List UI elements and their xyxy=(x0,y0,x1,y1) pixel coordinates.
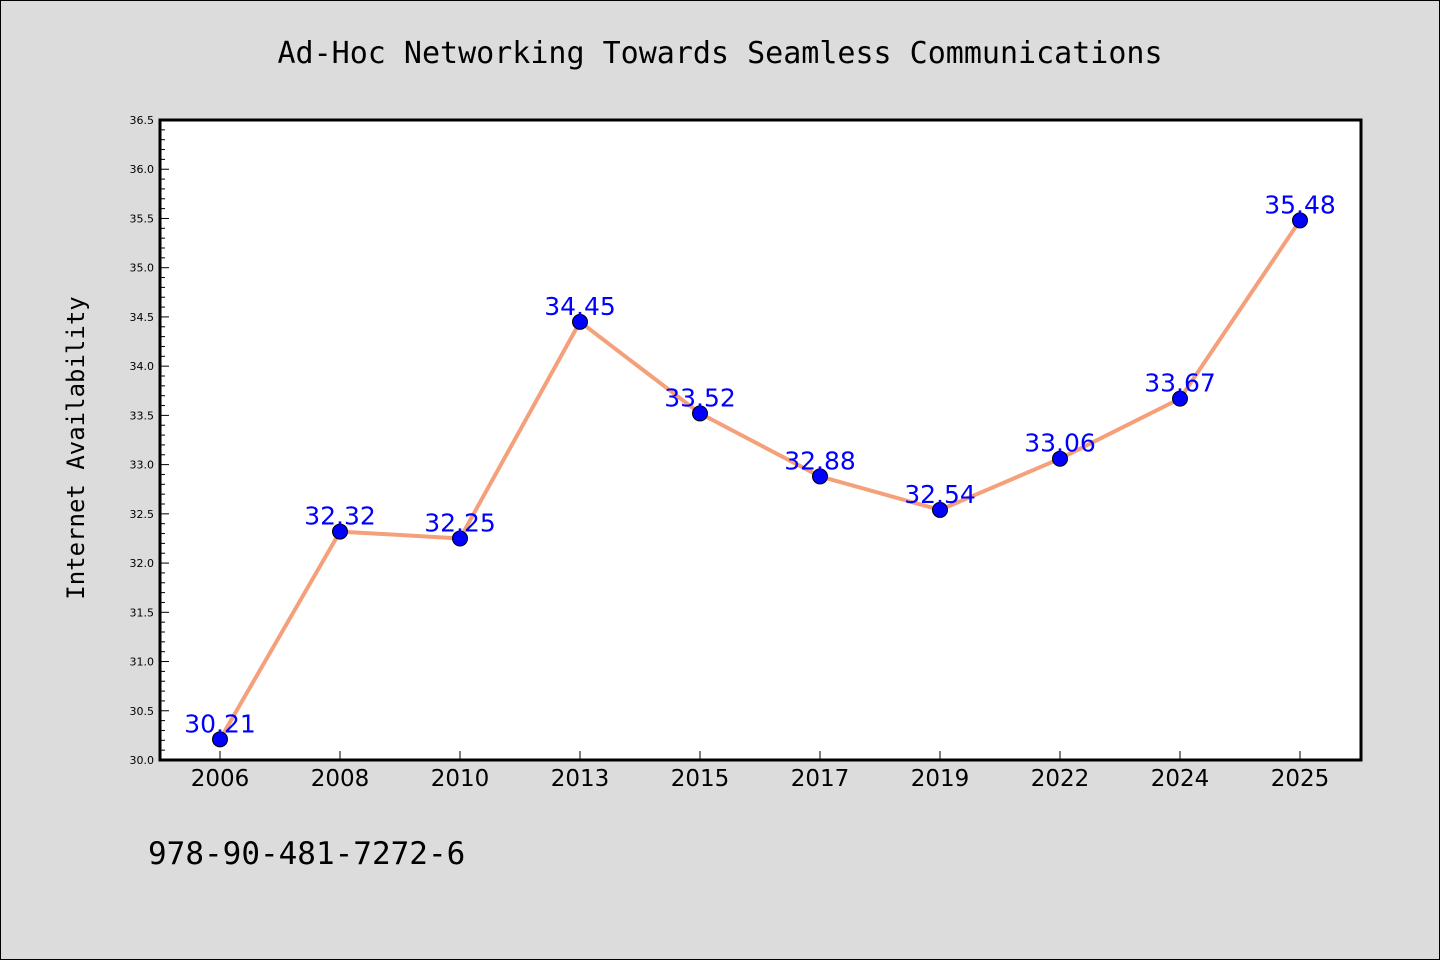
y-tick-label: 36.5 xyxy=(130,114,155,127)
y-tick-label: 33.0 xyxy=(130,459,155,472)
y-tick-label: 36.0 xyxy=(130,163,155,176)
data-value-label: 33.52 xyxy=(664,383,736,412)
x-tick-label: 2025 xyxy=(1271,766,1330,792)
x-tick-label: 2019 xyxy=(911,766,970,792)
data-point-marker xyxy=(212,731,228,748)
x-tick-label: 2017 xyxy=(791,766,850,792)
plot-border xyxy=(158,118,1363,762)
data-value-label: 30.21 xyxy=(184,709,256,738)
y-tick-label: 30.5 xyxy=(130,705,155,718)
data-value-label: 34.45 xyxy=(544,292,616,321)
data-value-label: 32.88 xyxy=(784,446,856,475)
x-tick-label: 2015 xyxy=(671,766,730,792)
x-tick-label: 2024 xyxy=(1151,766,1210,792)
data-point-marker xyxy=(812,468,828,485)
data-point-marker xyxy=(452,530,468,547)
data-markers xyxy=(212,212,1308,748)
data-point-marker xyxy=(1172,390,1188,407)
y-tick-label: 30.0 xyxy=(130,754,155,767)
isbn-footnote: 978-90-481-7272-6 xyxy=(148,836,465,872)
y-tick-label: 34.5 xyxy=(130,311,155,324)
x-tick-label: 2022 xyxy=(1031,766,1090,792)
y-tick-label: 31.0 xyxy=(130,656,155,669)
x-tick-label: 2010 xyxy=(431,766,490,792)
y-tick-label: 35.5 xyxy=(130,212,155,225)
y-tick-label: 32.5 xyxy=(130,508,155,521)
y-tick-label: 35.0 xyxy=(130,262,155,275)
data-value-label: 32.25 xyxy=(424,508,496,537)
data-point-marker xyxy=(932,501,948,518)
y-axis-ticks: 30.0 30.5 31.0 31.5 32.0 32.5 33.0 33.5 34.0 34.5… xyxy=(130,114,169,767)
x-tick-label: 2006 xyxy=(191,766,250,792)
x-tick-label: 2008 xyxy=(311,766,370,792)
data-value-label: 33.06 xyxy=(1024,429,1096,458)
y-tick-label: 31.5 xyxy=(130,606,155,619)
data-value-label: 33.67 xyxy=(1144,369,1216,398)
data-value-label: 35.48 xyxy=(1264,190,1336,219)
x-tick-label: 2013 xyxy=(551,766,610,792)
y-tick-label: 33.5 xyxy=(130,409,155,422)
x-axis-ticks: 2006 2008 2010 2013 2015 2017 2019 2022 2024 2025 xyxy=(191,751,1330,792)
y-tick-label: 32.0 xyxy=(130,557,155,570)
y-tick-label: 34.0 xyxy=(130,360,155,373)
data-labels: 30.21 32.32 32.25 34.45 33.52 32.88 32.54 33.06… xyxy=(184,190,1336,738)
data-point-marker xyxy=(1052,450,1068,467)
data-value-label: 32.32 xyxy=(304,502,376,531)
plot-area xyxy=(160,120,1361,760)
series-line xyxy=(218,218,1302,742)
y-axis-label: Internet Availability xyxy=(62,296,90,599)
chart-title: Ad-Hoc Networking Towards Seamless Commu… xyxy=(277,36,1162,71)
data-point-marker xyxy=(1292,212,1308,229)
data-value-label: 32.54 xyxy=(904,480,976,509)
data-point-marker xyxy=(692,405,708,422)
data-point-marker xyxy=(332,523,348,540)
data-point-marker xyxy=(572,313,588,330)
